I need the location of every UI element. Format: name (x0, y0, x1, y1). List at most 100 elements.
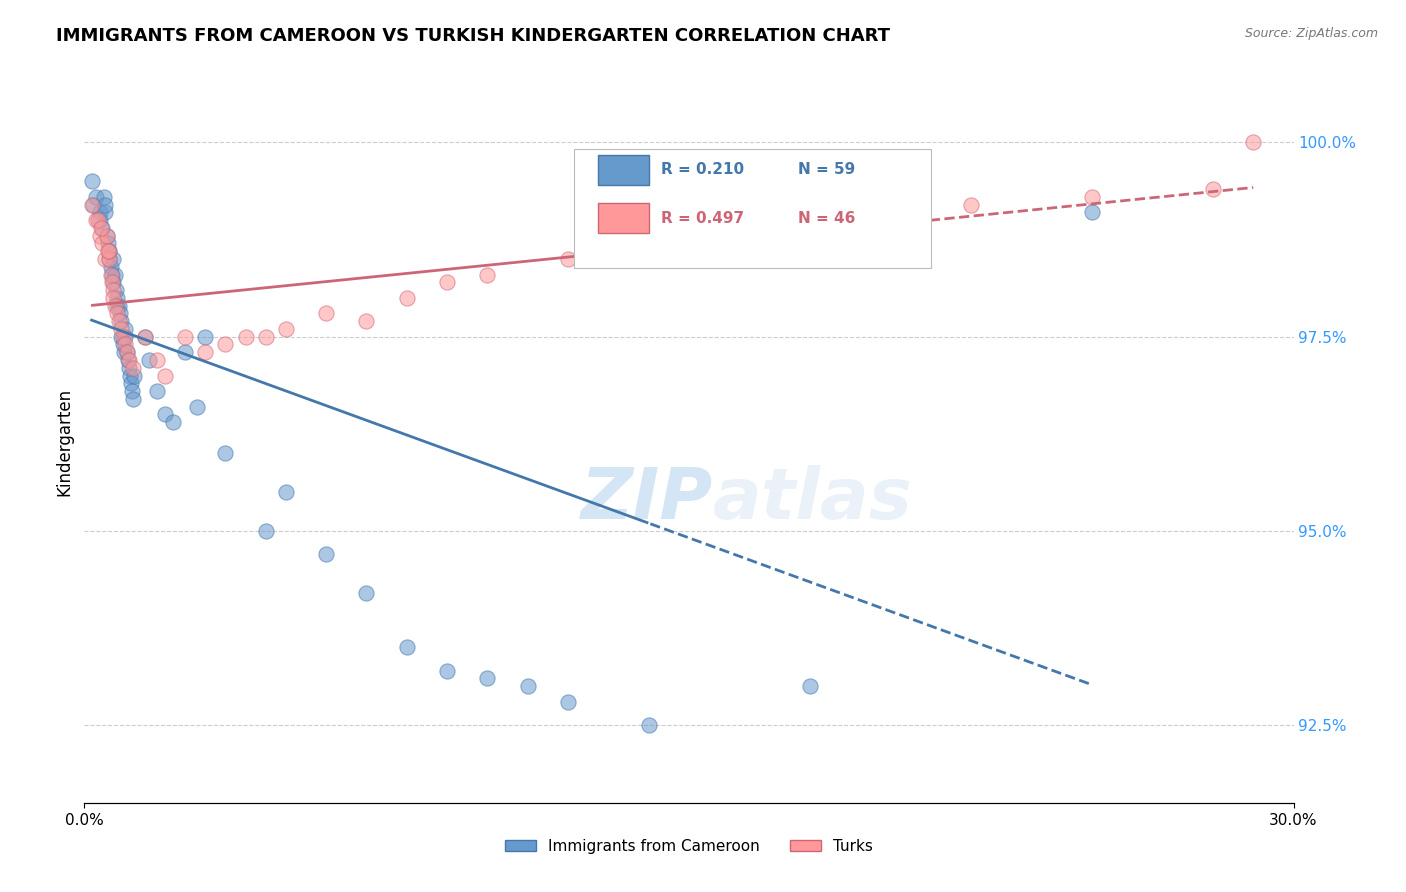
Point (117, 353, 139, 368)
FancyBboxPatch shape (599, 203, 650, 234)
Text: N = 46: N = 46 (797, 211, 855, 226)
Y-axis label: Kindergarten: Kindergarten (55, 387, 73, 496)
Point (174, 329, 197, 343)
Point (146, 384, 169, 398)
Point (104, 268, 127, 282)
Point (100, 260, 122, 274)
Point (96, 228, 118, 243)
Point (477, 672, 499, 686)
Point (153, 408, 176, 422)
Point (138, 353, 160, 368)
Text: R = 0.210: R = 0.210 (661, 162, 744, 178)
Point (96, 228, 118, 243)
Point (94, 197, 117, 211)
Point (97, 252, 120, 266)
Point (254, 524, 277, 538)
Point (557, 695, 579, 709)
Text: atlas: atlas (713, 465, 912, 533)
Point (118, 360, 141, 375)
Text: R = 0.497: R = 0.497 (661, 211, 744, 226)
Point (82, 197, 104, 211)
Point (395, 291, 418, 305)
Point (97, 236, 120, 251)
Point (436, 664, 458, 678)
Point (97, 252, 120, 266)
Point (121, 384, 143, 398)
Point (89, 213, 111, 227)
Point (105, 291, 128, 305)
Point (93, 190, 115, 204)
Point (120, 376, 142, 391)
FancyBboxPatch shape (574, 149, 931, 268)
Point (111, 329, 134, 343)
Point (114, 329, 136, 343)
Point (115, 345, 138, 359)
Point (112, 345, 135, 359)
Text: IMMIGRANTS FROM CAMEROON VS TURKISH KINDERGARTEN CORRELATION CHART: IMMIGRANTS FROM CAMEROON VS TURKISH KIND… (56, 27, 890, 45)
Point (194, 345, 217, 359)
FancyBboxPatch shape (599, 154, 650, 185)
Point (105, 306, 128, 320)
Point (134, 329, 156, 343)
Point (134, 329, 156, 343)
Point (799, 213, 821, 227)
Point (104, 299, 127, 313)
Legend: Immigrants from Cameroon, Turks: Immigrants from Cameroon, Turks (499, 833, 879, 860)
Point (103, 291, 125, 305)
Point (436, 275, 458, 289)
Point (356, 314, 378, 328)
Point (214, 337, 236, 351)
Text: N = 59: N = 59 (797, 162, 855, 178)
Text: Source: ZipAtlas.com: Source: ZipAtlas.com (1244, 27, 1378, 40)
Point (315, 306, 337, 320)
Point (87, 213, 110, 227)
Point (80, 174, 103, 188)
Point (93, 252, 115, 266)
Point (110, 314, 132, 328)
Point (82, 197, 104, 211)
Point (516, 679, 538, 693)
Point (110, 329, 132, 343)
Point (97, 244, 120, 259)
Point (254, 329, 277, 343)
Point (274, 485, 297, 500)
Point (101, 283, 124, 297)
Point (1241, 136, 1264, 150)
Point (186, 400, 208, 414)
Point (100, 275, 122, 289)
Point (91, 236, 114, 251)
Point (122, 368, 145, 383)
Point (214, 446, 236, 460)
Point (146, 353, 169, 368)
Point (108, 306, 131, 320)
Point (104, 283, 127, 297)
Point (557, 252, 579, 266)
Point (678, 236, 700, 251)
Point (1081, 205, 1104, 219)
Point (118, 368, 141, 383)
Point (89, 205, 111, 219)
Point (162, 415, 184, 429)
Point (315, 547, 337, 561)
Point (356, 586, 378, 600)
Point (799, 679, 821, 693)
Point (235, 329, 257, 343)
Point (100, 268, 122, 282)
Point (107, 299, 129, 313)
Point (1081, 190, 1104, 204)
Point (98, 244, 121, 259)
Point (93, 205, 115, 219)
Point (121, 360, 143, 375)
Point (637, 718, 659, 732)
Point (879, 252, 901, 266)
Point (111, 337, 134, 351)
Point (107, 299, 129, 313)
Point (115, 345, 138, 359)
Text: ZIP: ZIP (581, 465, 713, 533)
Point (960, 197, 983, 211)
Point (118, 353, 141, 368)
Point (395, 640, 418, 655)
Point (274, 322, 297, 336)
Point (114, 322, 136, 336)
Point (107, 314, 129, 328)
